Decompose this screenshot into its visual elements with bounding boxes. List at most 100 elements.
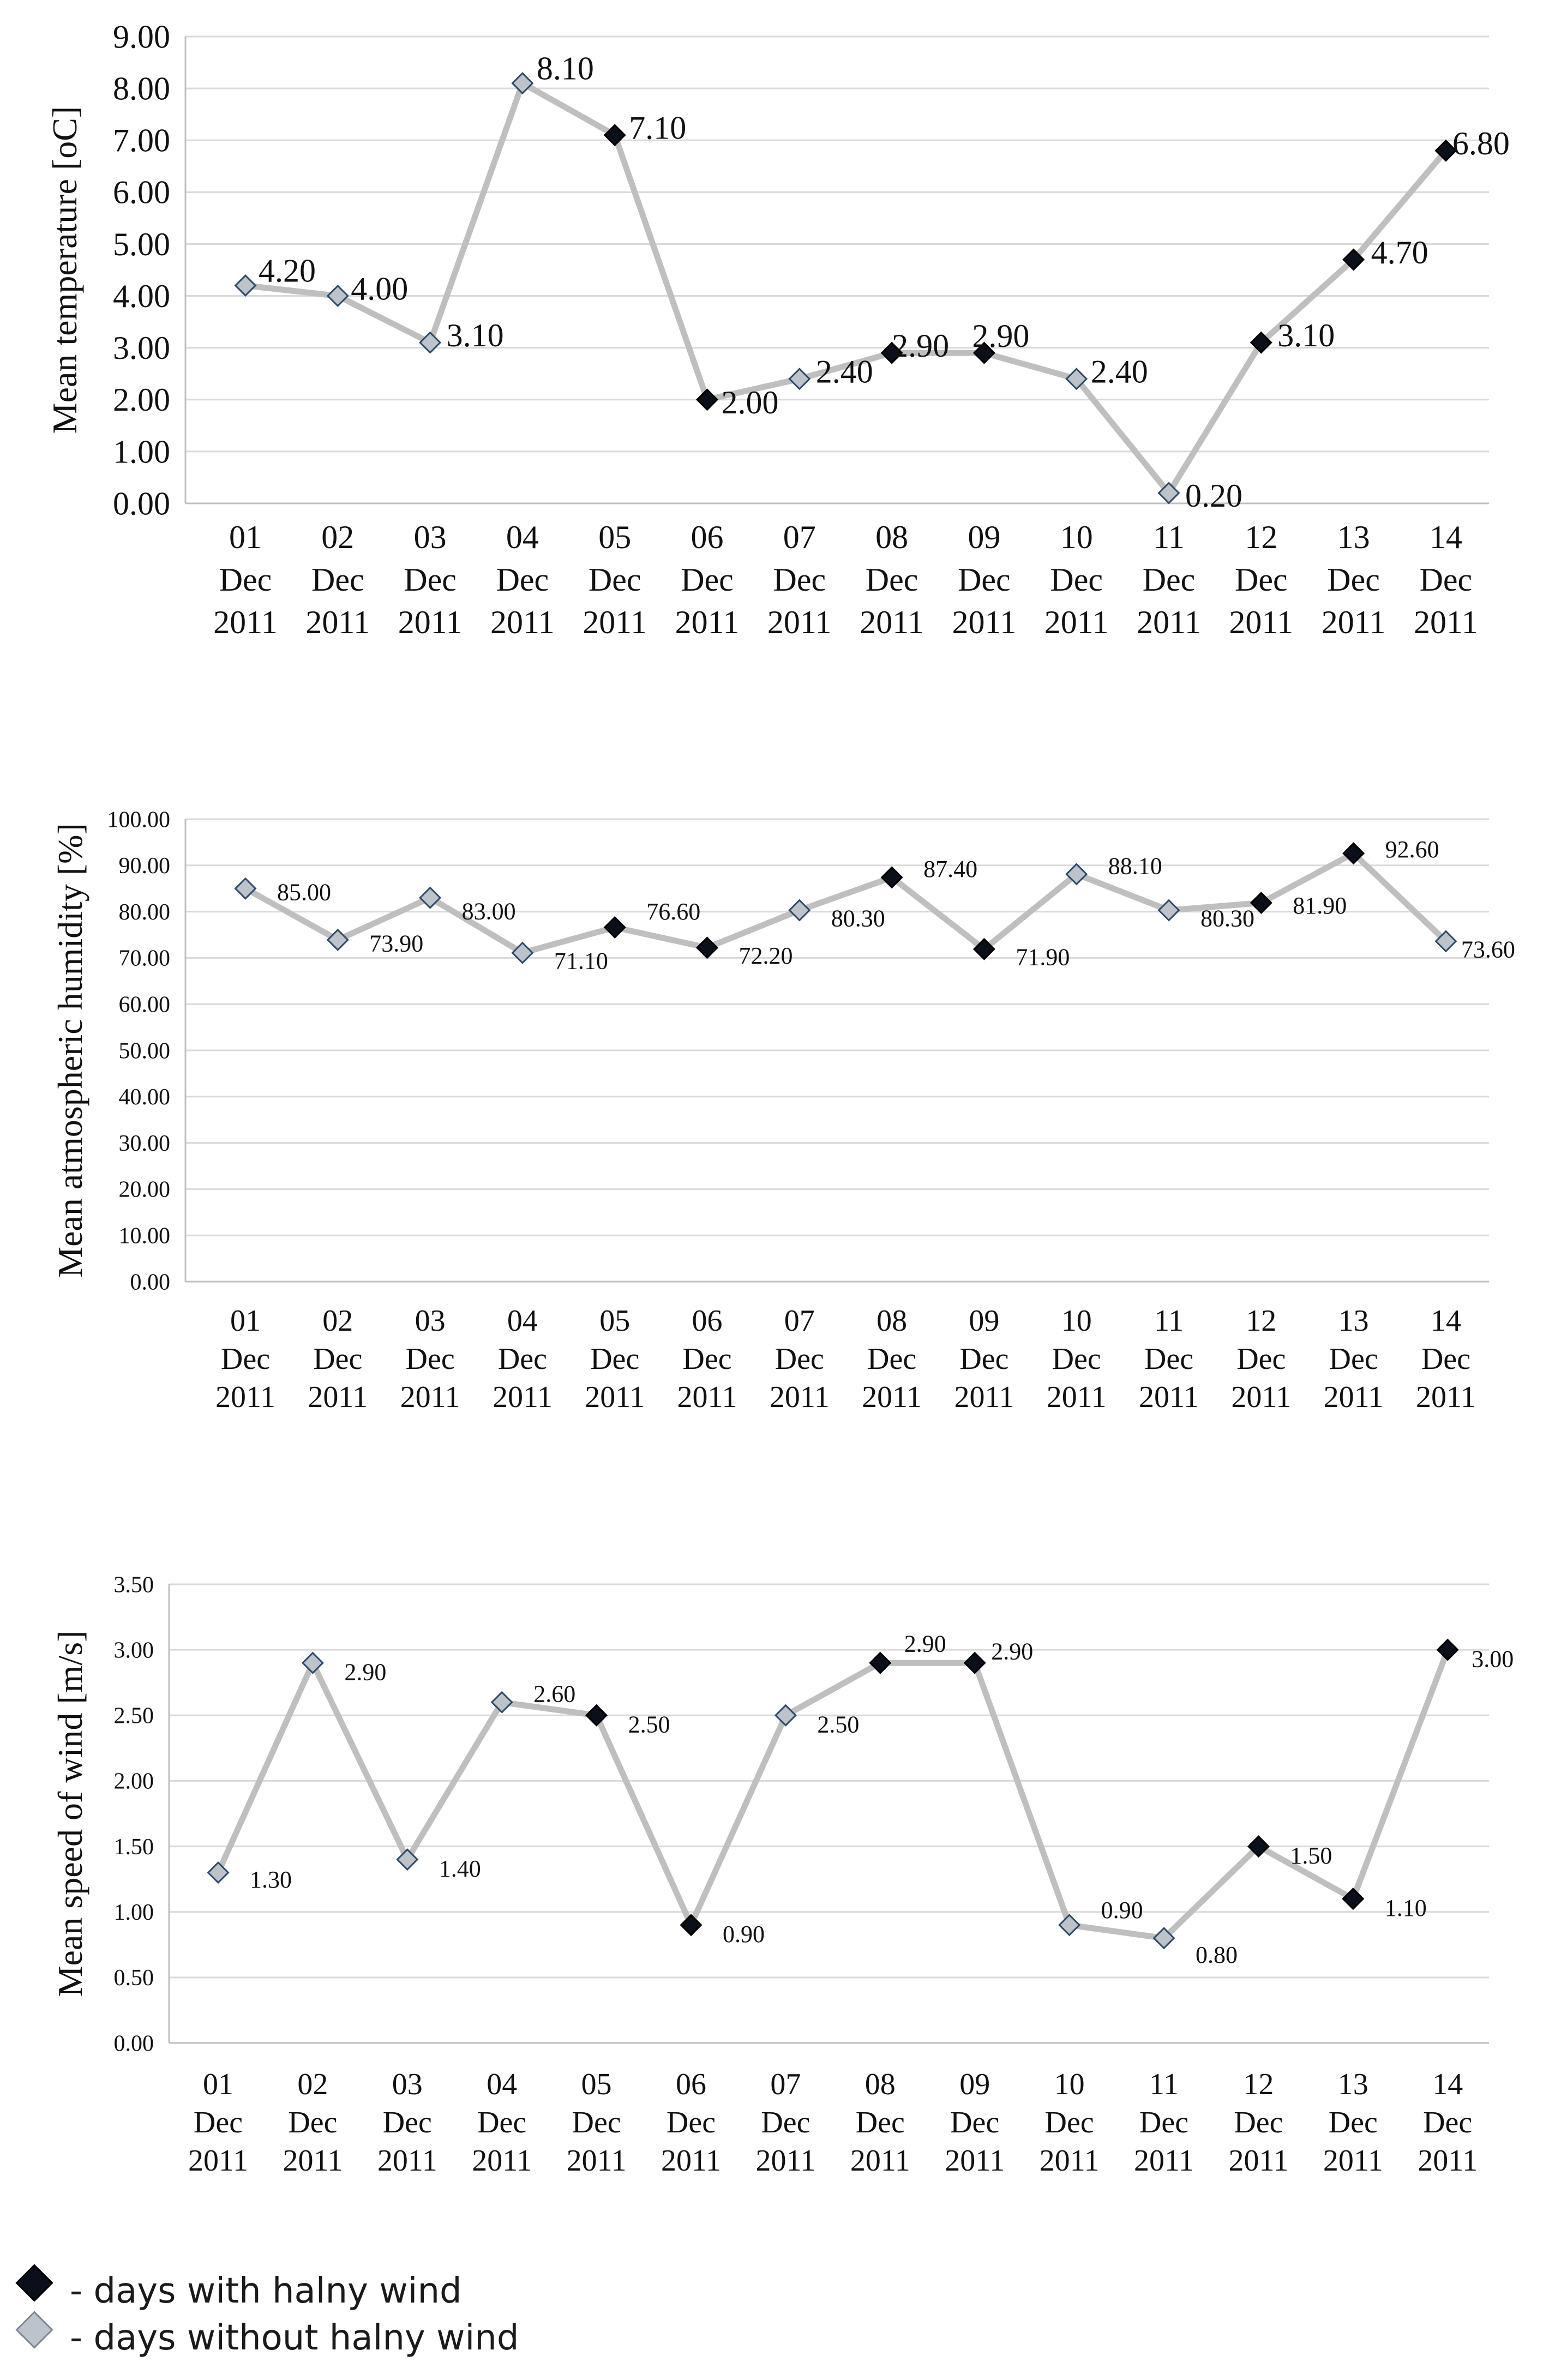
data-point-no-halny: [1065, 863, 1088, 886]
data-point-no-halny: [326, 285, 349, 308]
data-point-no-halny: [1058, 1914, 1081, 1937]
x-tick-label: 11 Dec 2011: [1134, 2068, 1194, 2178]
data-point-halny: [880, 341, 903, 364]
data-label: 1.40: [439, 1855, 481, 1882]
data-label: 7.10: [629, 110, 686, 146]
data-label: 71.10: [554, 947, 608, 974]
y-tick-label: 7.00: [113, 123, 170, 159]
legend-halny-label: - days with halny wind: [70, 2271, 462, 2311]
data-point-halny: [963, 1651, 986, 1674]
data-label: 76.60: [646, 898, 700, 925]
x-tick-label: 06 Dec 2011: [677, 1304, 737, 1414]
data-label: 3.00: [1472, 1646, 1514, 1673]
data-label: 4.20: [259, 253, 316, 289]
data-point-no-halny: [511, 941, 534, 964]
data-label: 92.60: [1385, 836, 1439, 863]
data-label: 83.00: [462, 898, 516, 925]
data-point-no-halny: [301, 1651, 324, 1674]
data-label: 2.90: [991, 1638, 1033, 1665]
x-tick-label: 13 Dec 2011: [1324, 1304, 1384, 1414]
x-tick-label: 01 Dec 2011: [215, 1304, 275, 1414]
data-point-halny: [695, 388, 719, 411]
data-point-no-halny: [234, 274, 257, 297]
data-point-no-halny: [1434, 930, 1457, 953]
x-tick-label: 05 Dec 2011: [585, 1304, 645, 1414]
data-point-halny: [585, 1704, 608, 1727]
data-point-halny: [1436, 1638, 1459, 1661]
data-label: 71.90: [1016, 944, 1070, 971]
legend-halny-marker: [15, 2264, 53, 2302]
y-tick-label: 60.00: [119, 992, 171, 1017]
y-tick-label: 2.00: [114, 1769, 154, 1794]
data-point-no-halny: [788, 899, 811, 922]
x-tick-label: 09 Dec 2011: [952, 519, 1017, 640]
y-tick-label: 0.00: [130, 1270, 171, 1295]
x-tick-label: 07 Dec 2011: [767, 519, 832, 640]
y-tick-label: 9.00: [113, 19, 170, 55]
y-tick-label: 0.00: [113, 485, 170, 521]
x-tick-label: 02 Dec 2011: [308, 1304, 368, 1414]
data-point-halny: [603, 124, 626, 147]
data-point-no-halny: [419, 886, 442, 909]
data-point-no-halny: [326, 928, 349, 951]
y-tick-label: 4.00: [113, 278, 170, 314]
data-label: 88.10: [1108, 852, 1162, 879]
data-label: 8.10: [537, 51, 594, 87]
y-tick-label: 1.50: [114, 1835, 154, 1860]
x-tick-label: 13 Dec 2011: [1323, 2068, 1383, 2178]
data-point-halny: [972, 341, 995, 364]
data-point-no-halny: [774, 1704, 797, 1727]
y-tick-label: 3.00: [114, 1638, 154, 1663]
temperature-chart: 0.00 1.00 2.00 3.00 4.00 5.00 6.00 7.00 8.00 9.00…: [45, 19, 1510, 640]
series-line: [244, 850, 1448, 956]
x-tick-label: 09 Dec 2011: [954, 1304, 1014, 1414]
x-tick-label: 12 Dec 2011: [1231, 1304, 1291, 1414]
y-tick-label: 80.00: [119, 900, 171, 925]
data-label: 1.30: [250, 1866, 292, 1893]
data-point-no-halny: [234, 877, 257, 900]
data-point-no-halny: [419, 331, 442, 354]
x-tick-label: 14 Dec 2011: [1418, 2068, 1478, 2178]
wind-speed-chart: 0.00 0.50 1.00 1.50 2.00 2.50 3.00 3.50 Mean spe…: [51, 1572, 1514, 2178]
y-tick-label: 3.00: [113, 330, 170, 366]
y-tick-label: 2.50: [114, 1704, 154, 1729]
data-label: 2.50: [628, 1711, 670, 1738]
data-point-halny: [695, 936, 719, 959]
data-point-halny: [1247, 1835, 1270, 1858]
data-point-halny: [1250, 331, 1272, 354]
data-label: 2.00: [722, 384, 779, 420]
y-axis-title: Mean atmospheric humidity [%]: [51, 823, 89, 1278]
data-point-no-halny: [490, 1691, 513, 1714]
data-label: 87.40: [923, 856, 977, 882]
data-point-no-halny: [1157, 899, 1180, 922]
data-label: 2.90: [904, 1631, 946, 1657]
data-point-halny: [1250, 891, 1272, 914]
data-point-halny: [1342, 842, 1365, 865]
data-point-halny: [1434, 139, 1457, 162]
data-label: 81.90: [1293, 892, 1347, 919]
data-label: 3.10: [447, 317, 504, 353]
x-tick-label: 08 Dec 2011: [860, 519, 924, 640]
y-tick-label: 2.00: [113, 382, 170, 418]
y-axis-title: Mean speed of wind [m/s]: [51, 1631, 89, 1997]
data-point-no-halny: [788, 368, 811, 390]
x-tick-label: 08 Dec 2011: [862, 1304, 922, 1414]
data-point-halny: [1342, 1888, 1365, 1910]
data-point-halny: [880, 866, 903, 889]
data-point-no-halny: [396, 1848, 419, 1871]
data-label: 73.90: [369, 930, 423, 957]
x-tick-label: 08 Dec 2011: [850, 2068, 910, 2178]
data-point-halny: [972, 937, 995, 960]
y-tick-label: 20.00: [119, 1177, 171, 1203]
data-label: 2.60: [533, 1681, 575, 1708]
y-tick-label: 0.50: [114, 1966, 154, 1991]
x-tick-label: 03 Dec 2011: [400, 1304, 460, 1414]
data-label: 4.70: [1371, 235, 1428, 271]
y-tick-label: 30.00: [119, 1131, 171, 1156]
data-point-no-halny: [511, 72, 534, 95]
y-tick-label: 3.50: [114, 1572, 154, 1597]
x-tick-label: 02 Dec 2011: [283, 2068, 343, 2178]
x-tick-label: 01 Dec 2011: [213, 519, 278, 640]
x-tick-label: 11 Dec 2011: [1137, 519, 1201, 640]
